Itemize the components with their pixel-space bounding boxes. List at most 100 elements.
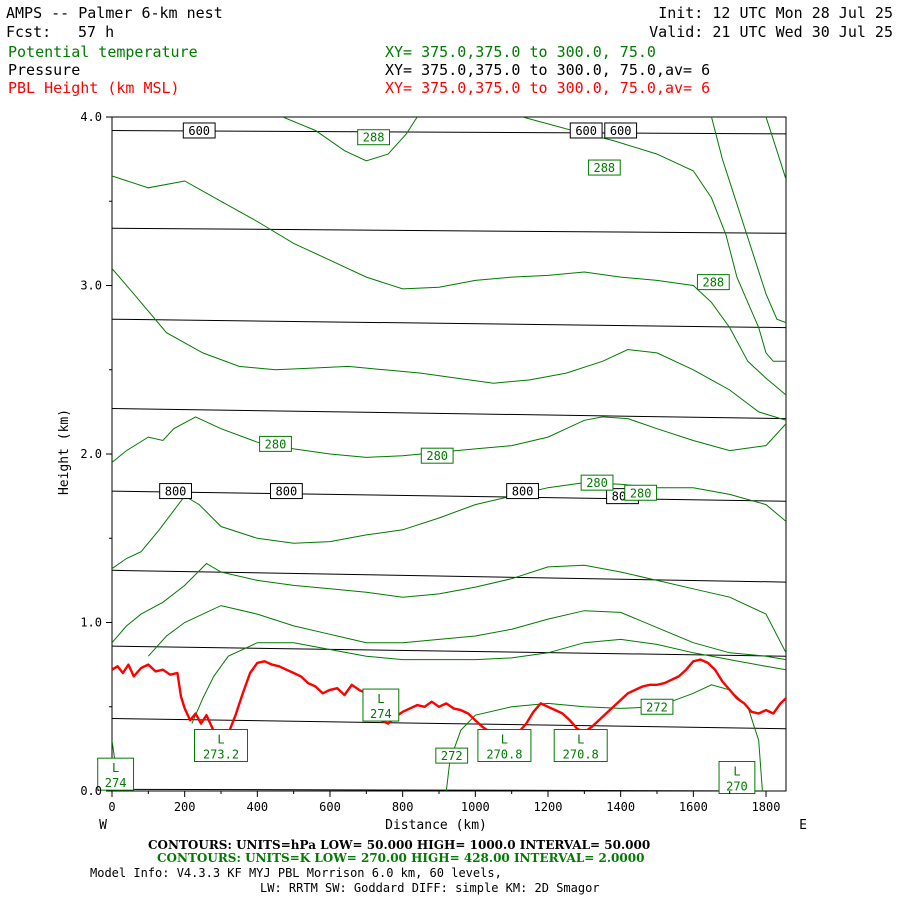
pressure-isobar — [112, 788, 786, 791]
theta-contour-info: CONTOURS: UNITS=K LOW= 270.00 HIGH= 428.… — [157, 851, 644, 865]
theta-label-box — [420, 447, 454, 464]
forecast-label: Fcst: — [6, 23, 51, 41]
footer: CONTOURS: UNITS=hPa LOW= 50.000 HIGH= 10… — [90, 838, 650, 895]
pressure-label-box — [604, 122, 638, 139]
theta-low-value: 270 — [726, 780, 748, 794]
pressure-isobar — [112, 408, 786, 420]
pressure-label: 600 — [188, 124, 210, 138]
y-tick-label: 0.0 — [80, 784, 102, 798]
y-tick-label: 3.0 — [80, 279, 102, 293]
field-xy-theta: XY= 375.0,375.0 to 300.0, 75.0 — [385, 43, 656, 61]
x-tick-label: 200 — [174, 800, 196, 814]
pressure-label-box — [159, 483, 192, 500]
physics-info: LW: RRTM SW: Goddard DIFF: simple KM: 2D… — [260, 881, 600, 895]
x-tick-label: 1000 — [461, 800, 490, 814]
pbl-height-line — [112, 658, 786, 747]
theta-low-value: 274 — [105, 776, 127, 790]
pressure-isobar — [112, 718, 786, 730]
pressure-label-box — [270, 483, 303, 500]
theta-low-value: 270.8 — [486, 748, 522, 762]
theta-label-box — [259, 435, 292, 452]
pressure-label-box — [182, 122, 216, 139]
model-title: AMPS -- Palmer 6-km nest — [6, 4, 223, 22]
model-info: Model Info: V4.3.3 KF MYJ PBL Morrison 6… — [90, 866, 502, 880]
theta-low-marker: L — [501, 733, 508, 747]
x-tick-label: 1800 — [752, 800, 781, 814]
theta-low-marker: L — [733, 765, 740, 779]
pressure-isobar — [112, 569, 786, 583]
theta-low-value: 273.2 — [203, 748, 239, 762]
x-tick-label: 400 — [246, 800, 268, 814]
theta-isentrope — [765, 117, 786, 180]
theta-label: 280 — [630, 486, 652, 500]
x-tick-label: 800 — [392, 800, 414, 814]
theta-low-marker: L — [112, 761, 119, 775]
x-tick-label: 1200 — [534, 800, 563, 814]
pressure-isobar — [112, 490, 786, 502]
x-tick-label: 600 — [319, 800, 341, 814]
axes: 0 200 400 600 800 1000 1200 1400 1600 1800 0.0 1.0 2… — [80, 110, 780, 814]
theta-low-marker: L — [217, 733, 224, 747]
pressure-label: 800 — [512, 485, 534, 499]
theta-low-box — [362, 688, 400, 722]
west-label: W — [99, 818, 107, 833]
init-time: Init: 12 UTC Mon 28 Jul 25 — [658, 4, 893, 22]
theta-label-box — [587, 159, 621, 176]
theta-isentrope — [112, 562, 786, 654]
forecast-hour: 57 h — [78, 23, 114, 41]
theta-label: 272 — [441, 749, 463, 763]
pressure-isobar — [112, 130, 786, 135]
y-tick-label: 4.0 — [80, 110, 102, 124]
pressure-isobar — [112, 645, 786, 657]
theta-low-value: 270.8 — [563, 748, 599, 762]
theta-isentrope — [711, 117, 786, 324]
theta-low-box — [477, 729, 532, 763]
y-axis-title: Height (km) — [57, 409, 72, 495]
theta-label-box — [435, 747, 469, 764]
theta-low-marker: L — [577, 733, 584, 747]
theta-label-box — [580, 474, 614, 491]
theta-low-box — [553, 729, 608, 763]
theta-label: 288 — [363, 131, 385, 145]
theta-label-box — [640, 698, 674, 715]
theta-label: 288 — [593, 161, 615, 175]
x-tick-label: 0 — [108, 800, 115, 814]
theta-isentrope — [522, 117, 786, 362]
theta-label: 288 — [702, 276, 724, 290]
east-label: E — [799, 818, 807, 833]
theta-label: 280 — [426, 449, 448, 463]
pressure-label: 600 — [610, 124, 632, 138]
theta-low-marker: L — [377, 692, 384, 706]
pressure-label-box — [506, 483, 539, 500]
theta-isentrope — [112, 268, 786, 421]
theta-low-value: 274 — [370, 707, 392, 721]
pressure-label: 600 — [575, 124, 597, 138]
valid-time: Valid: 21 UTC Wed 30 Jul 25 — [649, 23, 893, 41]
pbl-height-series — [112, 658, 786, 747]
x-axis-title: Distance (km) — [385, 818, 487, 833]
header: AMPS -- Palmer 6-km nest Fcst: 57 h Init… — [6, 4, 893, 97]
y-tick-label: 2.0 — [80, 447, 102, 461]
field-xy-pbl: XY= 375.0,375.0 to 300.0, 75.0,av= 6 — [385, 79, 710, 97]
field-name-pressure: Pressure — [8, 61, 80, 79]
theta-label: 272 — [646, 700, 668, 714]
field-name-theta: Potential temperature — [8, 43, 198, 61]
theta-label: 280 — [586, 476, 608, 490]
x-tick-label: 1600 — [679, 800, 708, 814]
theta-isentrope — [147, 605, 786, 661]
theta-label: 280 — [265, 437, 287, 451]
pressure-isobar — [112, 318, 786, 329]
field-name-pbl: PBL Height (km MSL) — [8, 79, 180, 97]
pressure-label: 800 — [276, 485, 298, 499]
field-xy-pressure: XY= 375.0,375.0 to 300.0, 75.0,av= 6 — [385, 61, 710, 79]
pressure-label-box — [569, 122, 603, 139]
theta-low-box — [194, 729, 249, 763]
pressure-isobar — [112, 227, 786, 234]
theta-label-box — [624, 484, 658, 501]
pressure-contour-info: CONTOURS: UNITS=hPa LOW= 50.000 HIGH= 10… — [148, 838, 650, 852]
theta-label-box — [696, 274, 730, 291]
x-tick-label: 1400 — [606, 800, 635, 814]
theta-isentrope — [112, 482, 786, 570]
